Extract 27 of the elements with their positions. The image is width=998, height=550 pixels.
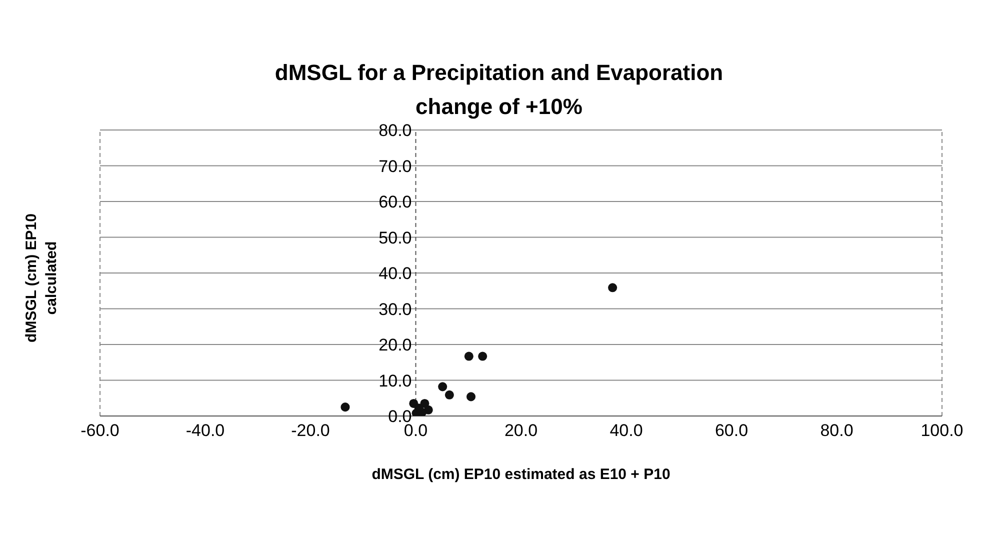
x-axis-title: dMSGL (cm) EP10 estimated as E10 + P10 xyxy=(370,466,672,483)
y-axis-title: dMSGL (cm) EP10 calculated xyxy=(22,212,61,344)
point xyxy=(478,352,488,361)
y-tick-label: 80.0 xyxy=(378,121,412,140)
chart-title: dMSGL for a Precipitation and Evaporation change of +10% xyxy=(274,60,724,119)
y-tick-label: 60.0 xyxy=(378,192,412,212)
point xyxy=(444,390,454,400)
x-tick-label: 0.0 xyxy=(404,421,428,440)
x-tick-label: 100.0 xyxy=(920,421,964,440)
point xyxy=(340,402,350,412)
y-tick-label: 40.0 xyxy=(378,264,412,283)
y-tick-label: 20.0 xyxy=(378,336,412,354)
point xyxy=(464,352,474,361)
x-tick-label: -20.0 xyxy=(291,421,330,440)
point xyxy=(466,392,476,402)
x-tick-label: 80.0 xyxy=(820,421,854,440)
y-tick-label: 30.0 xyxy=(378,300,412,319)
y-tick-label: 70.0 xyxy=(378,156,412,176)
point xyxy=(608,283,618,292)
y-tick-label: 50.0 xyxy=(378,228,412,248)
x-tick-label: 60.0 xyxy=(714,421,748,440)
x-tick-label: 20.0 xyxy=(504,421,538,440)
x-tick-label: -40.0 xyxy=(186,421,225,440)
x-tick-label: -60.0 xyxy=(80,421,120,440)
y-tick-label: 10.0 xyxy=(378,371,412,390)
x-tick-label: 40.0 xyxy=(610,421,643,440)
point xyxy=(438,382,448,392)
